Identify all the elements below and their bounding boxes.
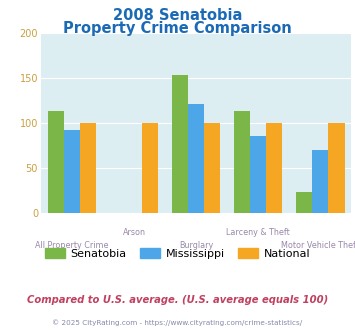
Bar (234, 111, 250, 213)
Bar (48, 111, 64, 213)
Legend: Senatobia, Mississippi, National: Senatobia, Mississippi, National (40, 244, 315, 263)
Bar (250, 136, 266, 213)
Bar (80, 123, 96, 213)
Bar (204, 123, 220, 213)
Text: Arson: Arson (122, 228, 146, 237)
Bar (296, 192, 312, 213)
Text: All Property Crime: All Property Crime (35, 241, 109, 250)
Bar (142, 123, 158, 213)
Bar (64, 130, 80, 213)
Bar (312, 150, 328, 213)
Text: Motor Vehicle Theft: Motor Vehicle Theft (282, 241, 355, 250)
Text: 2008 Senatobia: 2008 Senatobia (113, 8, 242, 23)
Text: Compared to U.S. average. (U.S. average equals 100): Compared to U.S. average. (U.S. average … (27, 295, 328, 305)
Text: © 2025 CityRating.com - https://www.cityrating.com/crime-statistics/: © 2025 CityRating.com - https://www.city… (53, 319, 302, 326)
Bar (328, 123, 345, 213)
Text: Burglary: Burglary (179, 241, 213, 250)
Bar (172, 75, 188, 213)
Bar (188, 104, 204, 213)
Text: Larceny & Theft: Larceny & Theft (226, 228, 290, 237)
Bar (266, 123, 283, 213)
Text: Property Crime Comparison: Property Crime Comparison (63, 21, 292, 36)
